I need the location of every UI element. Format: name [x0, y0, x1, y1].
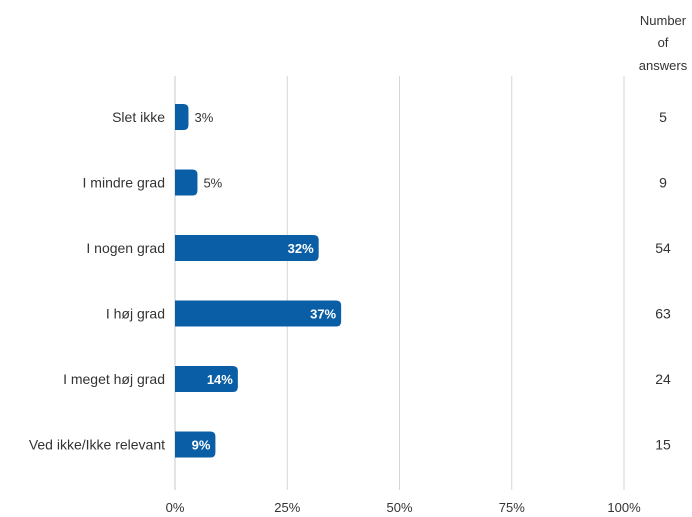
- answer-count-5: 24: [655, 371, 671, 387]
- bar-value-label-4: 37%: [310, 307, 336, 322]
- answer-count-4: 63: [655, 306, 671, 322]
- bar-value-label-5: 14%: [207, 372, 233, 387]
- x-tick-label-0: 0%: [166, 500, 185, 515]
- bar-value-label-1: 3%: [194, 110, 213, 125]
- bar-3: [175, 235, 319, 261]
- bar-value-label-6: 9%: [192, 438, 211, 453]
- category-label-5: I meget høj grad: [63, 371, 165, 387]
- category-label-6: Ved ikke/Ikke relevant: [29, 437, 165, 453]
- category-labels: Slet ikke I mindre grad I nogen grad I høj …: [29, 109, 165, 453]
- grid-lines: [174, 76, 625, 490]
- answers-header-line-1: Number: [640, 13, 687, 28]
- answer-count-3: 54: [655, 240, 671, 256]
- x-axis-ticks: 0% 25% 50% 75% 100%: [166, 500, 641, 515]
- category-label-3: I nogen grad: [86, 240, 165, 256]
- category-label-4: I høj grad: [106, 306, 165, 322]
- category-label-2: I mindre grad: [83, 175, 165, 191]
- x-tick-label-25: 25%: [274, 500, 300, 515]
- answer-count-6: 15: [655, 437, 671, 453]
- x-tick-label-75: 75%: [499, 500, 525, 515]
- bar-4: [175, 300, 342, 327]
- bar-5: [175, 366, 238, 392]
- answers-header-line-3: answers: [639, 58, 688, 73]
- bar-1: [175, 104, 189, 130]
- x-tick-label-50: 50%: [386, 500, 412, 515]
- bars: 3% 5% 32% 37% 14% 9%: [175, 104, 342, 458]
- x-tick-label-100: 100%: [607, 500, 641, 515]
- answers-column: Number of answers 5 9 54 63 24 15: [639, 13, 688, 453]
- category-label-1: Slet ikke: [112, 109, 165, 125]
- answer-count-1: 5: [659, 109, 667, 125]
- bar-6: [175, 431, 216, 458]
- bar-value-label-2: 5%: [203, 176, 222, 191]
- bar-value-label-3: 32%: [288, 241, 314, 256]
- bar-2: [175, 169, 198, 196]
- answers-header-line-2: of: [658, 35, 669, 50]
- answer-count-2: 9: [659, 175, 667, 191]
